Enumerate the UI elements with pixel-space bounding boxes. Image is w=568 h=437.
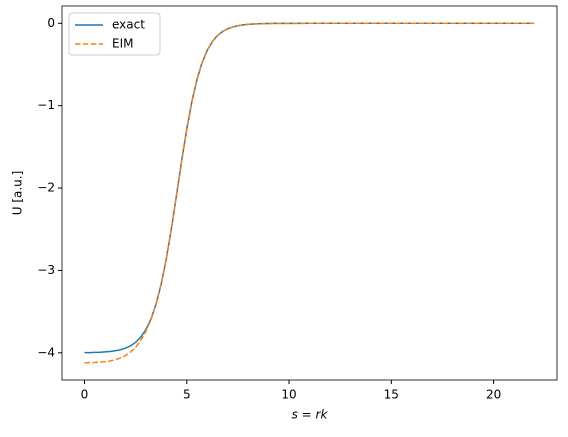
x-tick-label: 20 — [486, 388, 501, 402]
x-tick-label: 15 — [384, 388, 399, 402]
x-tick-label: 10 — [281, 388, 296, 402]
y-tick-label: 0 — [47, 16, 55, 30]
y-tick-label: −2 — [37, 181, 55, 195]
x-tick-label: 5 — [183, 388, 191, 402]
x-tick-label: 0 — [81, 388, 89, 402]
legend-label: exact — [112, 18, 145, 32]
y-tick-label: −1 — [37, 98, 55, 112]
plot-frame — [61, 5, 558, 381]
y-axis-label: U [a.u.] — [11, 171, 25, 216]
legend-label: EIM — [112, 37, 133, 51]
y-tick-label: −4 — [37, 345, 55, 359]
x-axis-label: s = rk — [292, 408, 329, 422]
line — [84, 22, 535, 354]
line — [84, 22, 535, 364]
y-tick-label: −3 — [37, 263, 55, 277]
